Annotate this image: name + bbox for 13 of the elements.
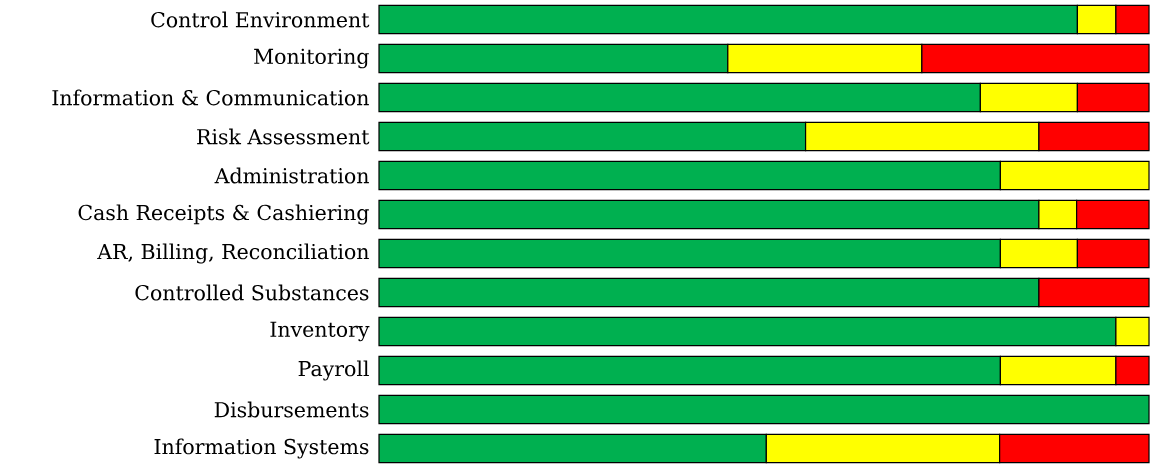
y-tick-label: AR, Billing, Reconciliation — [97, 243, 369, 264]
y-tick-label: Control Environment — [151, 11, 370, 28]
y-tick-label: Risk Assessment — [197, 128, 370, 145]
y-tick-label: Controlled Substances — [135, 284, 369, 301]
y-tick-label: Administration — [214, 167, 369, 184]
y-tick-label: Monitoring — [254, 48, 369, 69]
bar — [378, 394, 1150, 425]
y-tick-label: Inventory — [270, 321, 370, 342]
y-tick-label: Disbursements — [214, 401, 369, 418]
y-tick-label: Information Systems — [154, 438, 369, 459]
y-tick-label: Cash Receipts & Cashiering — [78, 204, 369, 225]
y-tick-label: Information & Communication — [52, 89, 369, 106]
y-tick-label: Payroll — [298, 360, 369, 381]
